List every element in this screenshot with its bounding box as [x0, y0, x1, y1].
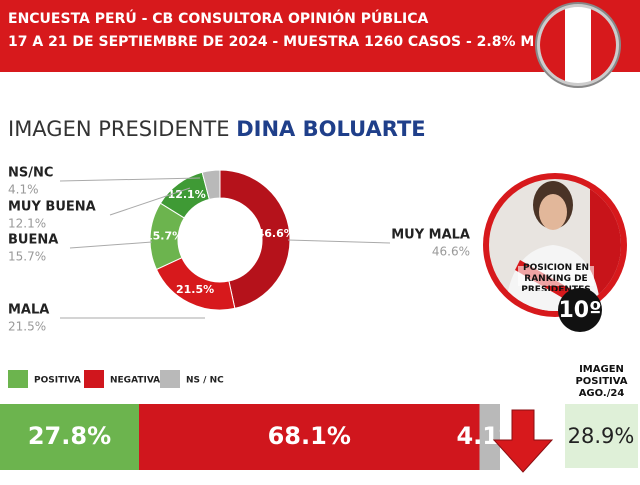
photo [483, 173, 627, 317]
photo-caption-box: POSICIÓN EN RANKING DE PRESIDENTES [521, 263, 591, 291]
category-value: 4.1% [8, 183, 39, 197]
comparison-title: IMAGEN POSITIVA AGO./24 [575, 364, 628, 399]
slice-label: 12.1% [168, 188, 206, 201]
slice-label: 15.7% [145, 230, 183, 243]
stacked-bar-chart: 27.8% 68.1% 4.1% POSITIVA NEGATIVA NS / NC [0, 370, 523, 470]
category-label: NS/NC [8, 166, 53, 181]
bar-value-label: 27.8% [28, 422, 111, 450]
slice-label: 46.6% [257, 227, 295, 240]
legend-swatch [8, 370, 28, 388]
bar-segment [0, 404, 139, 470]
comparison-value: 28.9% [568, 424, 635, 448]
bar-value-label: 4.1% [456, 422, 523, 450]
category-value: 46.6% [432, 245, 470, 259]
leader-line [109, 187, 191, 216]
donut-chart: 46.6% MUY MALA 46.6% 21.5% MALA 21.5% 15.7% BUE… [8, 166, 470, 334]
header-band [0, 0, 640, 72]
category-value: 15.7% [8, 250, 46, 264]
legend-label: NS / NC [186, 376, 224, 386]
leader-line [59, 177, 201, 182]
category-label: MUY BUENA [8, 200, 96, 215]
header-subtitle: 17 A 21 DE SEPTIEMBRE DE 2024 - MUESTRA … [8, 34, 555, 50]
comparison-title-box: IMAGEN POSITIVA AGO./24 [575, 364, 628, 399]
category-label: BUENA [8, 233, 58, 248]
legend-label: POSITIVA [34, 376, 81, 386]
rank: 10º [558, 298, 601, 323]
bar-segment [479, 404, 500, 470]
donut-slice [219, 169, 291, 310]
category-label: MALA [8, 303, 49, 318]
leader-line [287, 239, 391, 244]
legend-swatch [160, 370, 180, 388]
rank-badge [558, 288, 602, 332]
bar-segment [139, 404, 480, 470]
donut-slice [201, 169, 221, 200]
caption-bg [518, 266, 594, 286]
comparison-box [565, 404, 638, 468]
bar-value-label: 68.1% [268, 422, 351, 450]
photo-caption: POSICIÓN EN RANKING DE PRESIDENTES [521, 263, 591, 291]
legend-swatch [84, 370, 104, 388]
heading: IMAGEN PRESIDENTE DINA BOLUARTE [8, 117, 426, 141]
category-value: 12.1% [8, 217, 46, 231]
heading-prefix: IMAGEN PRESIDENTE [8, 117, 230, 141]
bar-stack: 27.8% 68.1% 4.1% [0, 404, 523, 470]
down-arrow [492, 409, 554, 473]
category-value: 21.5% [8, 320, 46, 334]
category-label: MUY MALA [391, 228, 470, 243]
leader-line [69, 241, 153, 249]
legend-label: NEGATIVA [110, 376, 160, 386]
header-title: ENCUESTA PERÚ - CB CONSULTORA OPINIÓN PÚ… [8, 9, 428, 27]
flag [535, 2, 621, 88]
slice-label: 21.5% [176, 283, 214, 296]
heading-name: DINA BOLUARTE [236, 117, 425, 141]
